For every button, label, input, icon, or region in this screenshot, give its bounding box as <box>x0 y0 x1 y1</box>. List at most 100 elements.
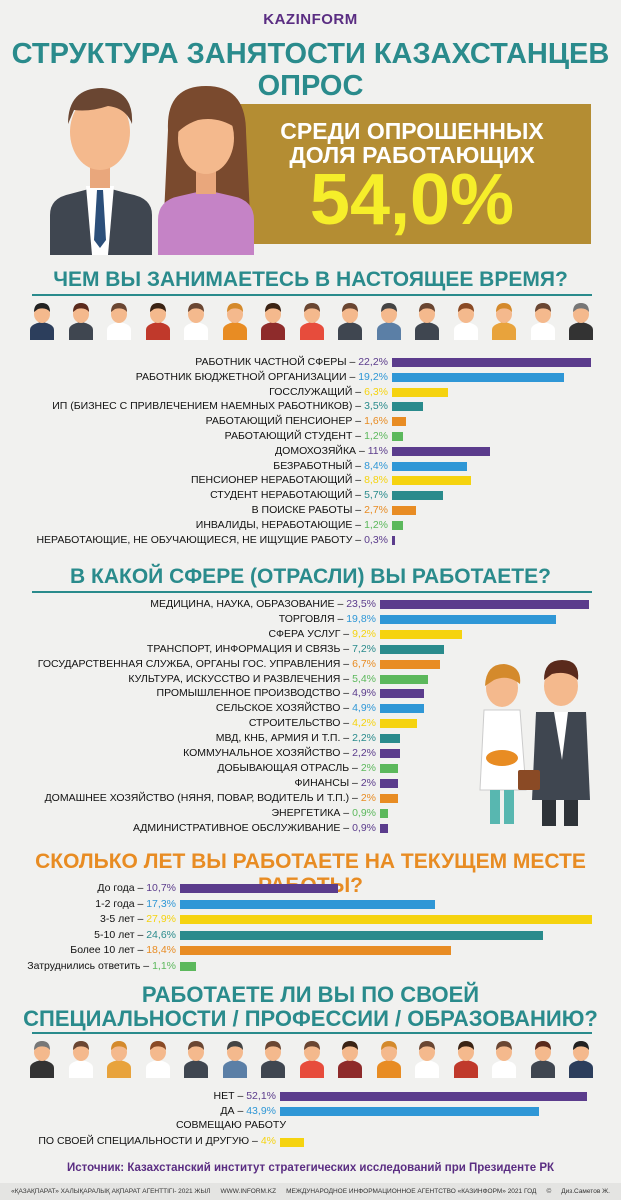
bar-label: НЕТ – 52,1% <box>214 1090 276 1102</box>
bar-label: КУЛЬТУРА, ИСКУССТВО И РАЗВЛЕЧЕНИЯ – 5,4% <box>128 673 376 685</box>
value-label: 19,2% <box>358 370 388 383</box>
banner-line2: ДОЛЯ РАБОТАЮЩИХ <box>289 142 535 168</box>
value-label: 3,5% <box>364 400 388 413</box>
bar-label: ПРОМЫШЛЕННОЕ ПРОИЗВОДСТВО – 4,9% <box>157 687 376 699</box>
bar-label: ПО СВОЕЙ СПЕЦИАЛЬНОСТИ И ДРУГУЮ – 4% <box>38 1135 276 1147</box>
person-icon <box>28 1038 56 1083</box>
bar <box>280 1107 539 1116</box>
bar <box>380 808 388 818</box>
category-name: СТРОИТЕЛЬСТВО – <box>248 717 353 730</box>
bar-label: НЕРАБОТАЮЩИЕ, НЕ ОБУЧАЮЩИЕСЯ, НЕ ИЩУЩИЕ … <box>36 534 388 546</box>
woman-icon <box>158 86 254 255</box>
kazinform-logo: KAZINFORM <box>263 11 358 28</box>
value-label: 6,3% <box>364 385 388 398</box>
bar <box>380 793 398 803</box>
category-name: ИНВАЛИДЫ, НЕРАБОТАЮЩИЕ – <box>195 518 365 531</box>
footer-designer: Диз.Саметов Ж. <box>561 1188 610 1195</box>
bar <box>392 461 468 471</box>
footer: «ҚАЗАҚПАРАТ» ХАЛЫҚАРАЛЫҚ АҚПАРАТ АГЕНТТІ… <box>0 1183 621 1200</box>
bar <box>392 372 564 382</box>
bar <box>392 491 443 501</box>
value-label: 4,9% <box>352 687 376 700</box>
bar <box>380 600 590 609</box>
category-name: 3-5 лет – <box>100 913 147 925</box>
value-label: 2% <box>360 776 376 789</box>
person-icon <box>452 1038 480 1083</box>
value-label: 1,2% <box>364 518 388 531</box>
category-name: ДОБЫВАЮЩАЯ ОТРАСЛЬ – <box>217 761 361 774</box>
bar-label: В ПОИСКЕ РАБОТЫ – 2,7% <box>252 504 388 516</box>
value-label: 5,7% <box>364 489 388 502</box>
value-label: 17,3% <box>146 897 176 910</box>
category-name: СТУДЕНТ НЕРАБОТАЮЩИЙ – <box>210 489 365 502</box>
bar-label: Затруднились ответить – 1,1% <box>27 960 176 972</box>
bar <box>380 823 388 833</box>
section4-title-line2: СПЕЦИАЛЬНОСТИ / ПРОФЕССИИ / ОБРАЗОВАНИЮ? <box>23 1006 598 1031</box>
footer-copyright: © <box>546 1188 552 1195</box>
section2-title: В КАКОЙ СФЕРЕ (ОТРАСЛИ) ВЫ РАБОТАЕТЕ? <box>70 565 551 588</box>
source-note: Источник: Казахстанский институт стратег… <box>66 1162 555 1174</box>
bar <box>392 417 407 427</box>
person-icon <box>413 300 441 345</box>
category-name: 1-2 года – <box>95 897 147 910</box>
category-name: ТОРГОВЛЯ – <box>278 612 347 625</box>
category-name: КОММУНАЛЬНОЕ ХОЗЯЙСТВО – <box>183 747 353 759</box>
bar-label: ГОССЛУЖАЩИЙ – 6,3% <box>269 386 388 398</box>
section3-title: СКОЛЬКО ЛЕТ ВЫ РАБОТАЕТЕ НА ТЕКУЩЕМ МЕСТ… <box>35 850 586 897</box>
category-name: ПЕНСИОНЕР НЕРАБОТАЮЩИЙ – <box>191 474 365 487</box>
bar <box>380 629 462 639</box>
person-icon <box>490 1038 518 1083</box>
bar-label: ИП (БИЗНЕС С ПРИВЛЕЧЕНИЕМ НАЕМНЫХ РАБОТН… <box>52 400 388 412</box>
main-title-line1: СТРУКТУРА ЗАНЯТОСТИ КАЗАХСТАНЦЕВ <box>11 38 610 70</box>
value-label: 52,1% <box>246 1090 276 1102</box>
category-name: СЕЛЬСКОЕ ХОЗЯЙСТВО – <box>215 702 353 715</box>
value-label: 0,3% <box>364 533 388 546</box>
bar-label: ДОМАШНЕЕ ХОЗЯЙСТВО (НЯНЯ, ПОВАР, ВОДИТЕЛ… <box>45 792 376 804</box>
person-icon <box>144 300 172 345</box>
bar <box>392 358 591 367</box>
category-name: РАБОТАЮЩИЙ СТУДЕНТ – <box>224 430 365 442</box>
bar <box>392 535 395 545</box>
person-icon <box>259 300 287 345</box>
category-name: ФИНАНСЫ – <box>294 776 361 789</box>
bar <box>180 930 543 940</box>
value-label: 2% <box>360 791 376 804</box>
bar-label: РАБОТНИК ЧАСТНОЙ СФЕРЫ – 22,2% <box>195 356 388 368</box>
bar-label: РАБОТАЮЩИЙ ПЕНСИОНЕР – 1,6% <box>206 415 388 427</box>
value-label: 18,4% <box>146 944 176 956</box>
bar <box>380 734 400 744</box>
value-label: 7,2% <box>352 642 376 655</box>
person-icon <box>567 300 595 345</box>
bar <box>180 946 452 955</box>
section2-divider <box>32 591 592 593</box>
bar-label: ЭНЕРГЕТИКА – 0,9% <box>271 807 376 819</box>
value-label: 23,5% <box>346 598 376 610</box>
person-icon <box>567 1038 595 1083</box>
category-name: СФЕРА УСЛУГ – <box>268 627 353 640</box>
sec4-label3-line1: СОВМЕЩАЮ РАБОТУ <box>176 1119 286 1131</box>
category-name: НЕРАБОТАЮЩИЕ, НЕ ОБУЧАЮЩИЕСЯ, НЕ ИЩУЩИЕ … <box>36 533 365 546</box>
category-name: ТРАНСПОРТ, ИНФОРМАЦИЯ И СВЯЗЬ – <box>146 642 353 655</box>
bar <box>180 899 436 909</box>
bar-label: МЕДИЦИНА, НАУКА, ОБРАЗОВАНИЕ – 23,5% <box>150 598 376 610</box>
value-label: 4,2% <box>352 717 376 730</box>
value-label: 9,2% <box>352 627 376 640</box>
bar <box>380 614 557 624</box>
bar-label: ГОСУДАРСТВЕННАЯ СЛУЖБА, ОРГАНЫ ГОС. УПРА… <box>38 658 376 670</box>
category-name: РАБОТНИК БЮДЖЕТНОЙ ОРГАНИЗАЦИИ – <box>135 370 359 383</box>
bar-label: СЕЛЬСКОЕ ХОЗЯЙСТВО – 4,9% <box>216 702 376 714</box>
bar <box>380 659 440 669</box>
person-icon <box>67 1038 95 1083</box>
person-icon <box>452 300 480 345</box>
value-label: 8,8% <box>364 474 388 487</box>
value-label: 27,9% <box>146 913 176 925</box>
bar-label: Более 10 лет – 18,4% <box>70 944 176 956</box>
value-label: 2,2% <box>352 732 376 745</box>
person-icon <box>144 1038 172 1083</box>
professions-row-1 <box>28 300 598 342</box>
bar <box>392 432 403 441</box>
couple-illustration <box>50 86 254 255</box>
person-icon <box>182 300 210 345</box>
bar-label: ТРАНСПОРТ, ИНФОРМАЦИЯ И СВЯЗЬ – 7,2% <box>147 643 376 655</box>
person-icon <box>375 300 403 345</box>
